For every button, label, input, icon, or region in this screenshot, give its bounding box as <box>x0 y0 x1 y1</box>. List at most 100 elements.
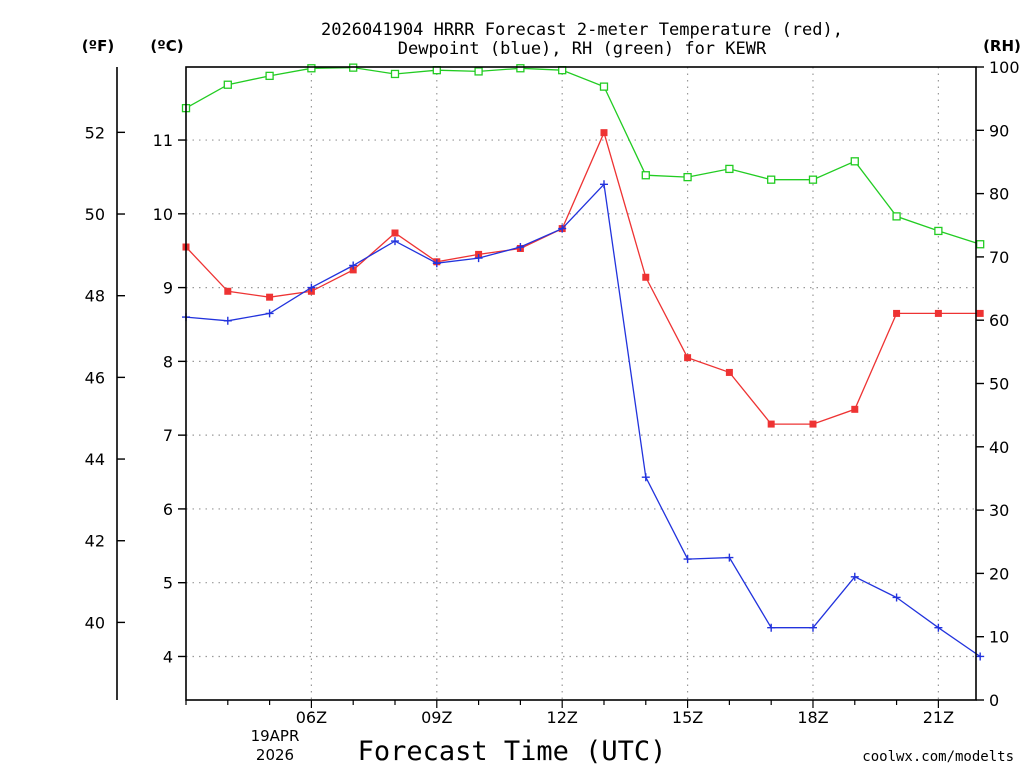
relative-humidity-point <box>683 172 692 182</box>
rh-axis: 0 10 20 30 40 50 60 70 80 90 100 <box>976 58 1020 710</box>
celsius-tick-label: 7 <box>163 426 173 445</box>
rh-tick-label: 10 <box>989 628 1009 647</box>
relative-humidity-line <box>185 66 981 245</box>
celsius-tick-label: 4 <box>163 647 173 666</box>
dewpoint-point <box>892 593 901 602</box>
fahrenheit-tick-label: 40 <box>85 613 105 632</box>
relative-humidity-point <box>850 157 859 166</box>
dewpoint-line <box>185 182 981 658</box>
fahrenheit-tick-label: 42 <box>85 532 105 551</box>
temperature-point <box>266 293 274 301</box>
rh-tick-label: 20 <box>989 564 1009 583</box>
rh-axis-label: (RH) <box>983 37 1021 55</box>
dewpoint-point <box>223 316 232 325</box>
dewpoint-point <box>725 553 734 562</box>
rh-tick-label: 0 <box>989 691 999 710</box>
rh-tick-label: 30 <box>989 501 1009 520</box>
relative-humidity-point <box>516 64 525 73</box>
temperature-point <box>642 273 650 281</box>
fahrenheit-axis: 40 42 44 46 48 50 52 <box>85 123 125 632</box>
celsius-axis: 4 5 6 7 8 9 10 11 <box>153 131 186 666</box>
dewpoint-point <box>390 237 399 246</box>
celsius-tick-label: 10 <box>153 205 173 224</box>
temperature-line <box>185 130 981 425</box>
dewpoint-point <box>516 243 525 252</box>
temperature-point <box>224 287 232 295</box>
date-label-year: 2026 <box>256 746 294 764</box>
dewpoint-point <box>850 572 859 581</box>
relative-humidity-point <box>934 226 943 236</box>
x-tick-label: 21Z <box>923 708 954 727</box>
celsius-tick-label: 11 <box>153 131 173 150</box>
fahrenheit-axis-label: (ºF) <box>82 37 114 55</box>
celsius-tick-label: 8 <box>163 352 173 371</box>
temperature-point <box>767 420 775 428</box>
x-tick-label: 12Z <box>547 708 578 727</box>
rh-tick-label: 40 <box>989 438 1009 457</box>
date-label-day: 19APR <box>251 727 300 745</box>
dewpoint-point <box>307 283 316 292</box>
chart-title-line1: 2026041904 HRRR Forecast 2-meter Tempera… <box>321 20 843 40</box>
x-tick-label: 06Z <box>296 708 327 727</box>
relative-humidity-point <box>599 82 609 91</box>
dewpoint-point <box>349 261 358 270</box>
fahrenheit-tick-label: 46 <box>85 368 105 387</box>
fahrenheit-tick-label: 52 <box>85 123 105 142</box>
temperature-point <box>851 405 859 413</box>
dewpoint-point <box>599 180 608 189</box>
rh-tick-label: 60 <box>989 311 1009 330</box>
gridlines <box>186 67 976 700</box>
temperature-point <box>893 309 901 317</box>
temperature-point <box>934 309 942 317</box>
x-tick-label: 09Z <box>421 708 452 727</box>
rh-tick-label: 80 <box>989 185 1009 204</box>
relative-humidity-point <box>725 164 734 174</box>
temperature-point <box>976 309 984 317</box>
celsius-tick-label: 5 <box>163 574 173 593</box>
relative-humidity-point <box>474 67 483 76</box>
dewpoint-point <box>558 224 567 233</box>
relative-humidity-point <box>265 71 274 81</box>
relative-humidity-point <box>892 212 901 221</box>
celsius-tick-label: 6 <box>163 500 173 519</box>
relative-humidity-point <box>976 240 985 249</box>
temperature-point <box>725 368 733 376</box>
dewpoint-point <box>767 623 776 632</box>
relative-humidity-point <box>767 175 776 184</box>
chart-title-line2: Dewpoint (blue), RH (green) for KEWR <box>398 39 767 59</box>
dewpoint-point <box>641 473 650 482</box>
dewpoint-point <box>474 254 483 263</box>
x-tick-label: 15Z <box>672 708 703 727</box>
x-axis: 06Z 09Z 12Z 15Z 18Z 21Z <box>185 700 954 727</box>
rh-tick-label: 90 <box>989 121 1009 140</box>
fahrenheit-tick-label: 48 <box>85 287 105 306</box>
x-tick-label: 18Z <box>797 708 828 727</box>
celsius-tick-label: 9 <box>163 279 173 298</box>
rh-tick-label: 50 <box>989 375 1009 394</box>
relative-humidity-point <box>307 64 316 73</box>
celsius-axis-label: (ºC) <box>150 37 183 55</box>
rh-tick-label: 70 <box>989 248 1009 267</box>
dewpoint-point <box>265 309 274 318</box>
rh-tick-label: 100 <box>989 58 1020 77</box>
fahrenheit-tick-label: 44 <box>85 450 105 469</box>
dewpoint-point <box>683 555 692 564</box>
temperature-point <box>600 129 608 137</box>
temperature-point <box>684 354 692 362</box>
temperature-point <box>349 266 357 274</box>
fahrenheit-tick-label: 50 <box>85 205 105 224</box>
relative-humidity-point <box>641 171 650 180</box>
relative-humidity-point <box>808 175 818 184</box>
x-axis-title: Forecast Time (UTC) <box>358 736 667 767</box>
relative-humidity-point <box>390 69 400 79</box>
dewpoint-point <box>432 259 441 268</box>
temperature-point <box>809 420 817 428</box>
dewpoint-point <box>976 652 985 661</box>
dewpoint-point <box>808 623 817 632</box>
temperature-point <box>391 229 399 237</box>
relative-humidity-point <box>223 80 232 89</box>
plot-frame <box>185 66 977 701</box>
dewpoint-point <box>934 623 943 632</box>
data-series <box>181 63 985 661</box>
